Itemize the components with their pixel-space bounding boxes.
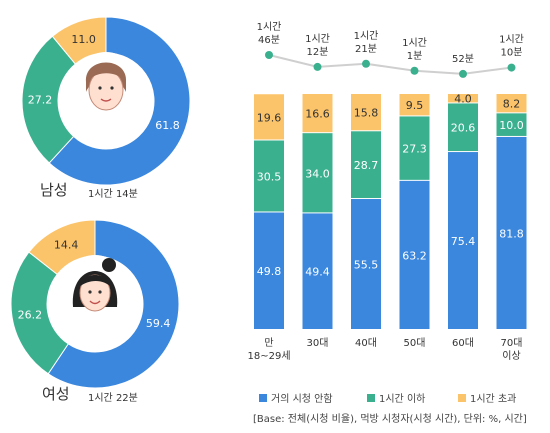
time-point — [410, 66, 419, 75]
bar-segment — [399, 94, 430, 116]
time-point — [507, 63, 516, 72]
category-label: 50대 — [404, 337, 426, 349]
bar-segment — [496, 94, 527, 113]
legend-swatch — [458, 393, 466, 402]
bar-segment — [254, 140, 284, 212]
time-label: 1시간 — [257, 21, 282, 33]
time-label: 1시간 — [499, 34, 524, 46]
bar-segment — [496, 136, 527, 329]
male-label: 남성 — [40, 181, 68, 199]
donut-slice — [10, 251, 69, 375]
bar-segment — [496, 113, 527, 136]
donut-value-label: 27.2 — [28, 93, 53, 106]
legend-swatch — [259, 393, 267, 402]
time-label: 46분 — [258, 34, 280, 46]
male-time: 1시간 14분 — [88, 189, 138, 200]
bar-value-label: 4.0 — [454, 93, 472, 106]
legend-item-0: 거의 시청 안함 — [259, 390, 333, 405]
bar-value-label: 63.2 — [402, 249, 427, 262]
bar-value-label: 34.0 — [305, 167, 330, 180]
bar-segment — [302, 94, 333, 133]
time-point — [265, 51, 273, 59]
category-label: 60대 — [452, 337, 474, 349]
bar-value-label: 55.5 — [354, 259, 379, 272]
bar-value-label: 15.8 — [354, 107, 379, 120]
legend-swatch — [367, 393, 375, 402]
bar-segment — [448, 94, 478, 103]
bar-segment — [351, 131, 381, 199]
time-point — [459, 69, 467, 78]
legend-label: 거의 시청 안함 — [271, 394, 333, 405]
stacked-bar-chart: 49.8 30.5 19.6 만18~29세 49.4 34.0 16.6 30대 55.5 28… — [247, 21, 527, 362]
bar-segment — [399, 116, 430, 180]
bar-segment — [302, 213, 333, 329]
time-label: 1분 — [407, 50, 423, 62]
bar-segment — [302, 133, 333, 213]
bar-value-label: 8.2 — [503, 98, 521, 111]
male-avatar-icon — [74, 52, 138, 116]
donut-value-label: 26.2 — [18, 308, 43, 321]
bar-value-label: 19.6 — [257, 111, 282, 124]
bar-segment — [351, 94, 381, 131]
time-label: 12분 — [307, 46, 329, 58]
donut-value-label: 14.4 — [54, 239, 79, 252]
bar-segment — [254, 212, 284, 329]
female-label: 여성 — [42, 385, 70, 403]
time-label: 1시간 — [354, 30, 379, 42]
bar-segment — [448, 103, 478, 152]
bar-value-label: 49.4 — [305, 266, 330, 279]
donut-value-label: 59.4 — [146, 317, 171, 330]
legend-label: 1시간 이하 — [379, 394, 426, 405]
base-note: [Base: 전체(시청 비율), 먹방 시청자(시청 시간), 단위: %, … — [253, 414, 527, 425]
bar-value-label: 27.3 — [402, 143, 427, 156]
bar-value-label: 10.0 — [499, 119, 524, 132]
time-label: 52분 — [452, 53, 474, 65]
donut-value-label: 61.8 — [155, 119, 180, 132]
legend-item-1: 1시간 이하 — [367, 390, 425, 405]
time-label: 10분 — [501, 47, 523, 59]
time-line — [268, 54, 512, 75]
bar-value-label: 20.6 — [451, 122, 476, 135]
female-avatar-icon — [63, 255, 127, 319]
time-label: 1시간 — [402, 37, 427, 49]
donut-slice — [48, 16, 191, 186]
time-point — [313, 62, 322, 71]
time-label: 21분 — [355, 43, 377, 55]
bar-value-label: 9.5 — [406, 99, 424, 112]
bar-value-label: 81.8 — [499, 227, 524, 240]
bar-segment — [399, 180, 430, 329]
category-label: 70대 — [501, 337, 523, 349]
time-label: 1시간 — [305, 33, 330, 45]
bar-value-label: 16.6 — [305, 108, 330, 121]
bar-value-label: 75.4 — [451, 235, 476, 248]
male-donut-chart: 61.8 27.2 11.0 — [21, 16, 191, 186]
category-label: 만 — [264, 337, 273, 349]
bar-segment — [448, 152, 478, 329]
bar-value-label: 30.5 — [257, 170, 282, 183]
time-point — [362, 59, 370, 68]
category-label: 이상 — [502, 350, 520, 362]
female-time: 1시간 22분 — [88, 393, 138, 404]
category-label: 30대 — [307, 337, 329, 349]
donut-slice — [51, 16, 107, 65]
female-donut-chart: 59.4 26.2 14.4 — [10, 219, 180, 389]
donut-slice — [47, 219, 180, 389]
category-label: 40대 — [355, 337, 377, 349]
bar-segment — [351, 199, 381, 329]
donut-value-label: 11.0 — [71, 33, 96, 46]
category-label: 18~29세 — [247, 350, 290, 362]
bar-value-label: 49.8 — [257, 265, 282, 278]
legend-label: 1시간 초과 — [470, 394, 517, 405]
bar-value-label: 28.7 — [354, 159, 379, 172]
legend-item-2: 1시간 초과 — [458, 390, 516, 405]
bar-segment — [254, 94, 284, 140]
donut-slice — [28, 219, 96, 276]
